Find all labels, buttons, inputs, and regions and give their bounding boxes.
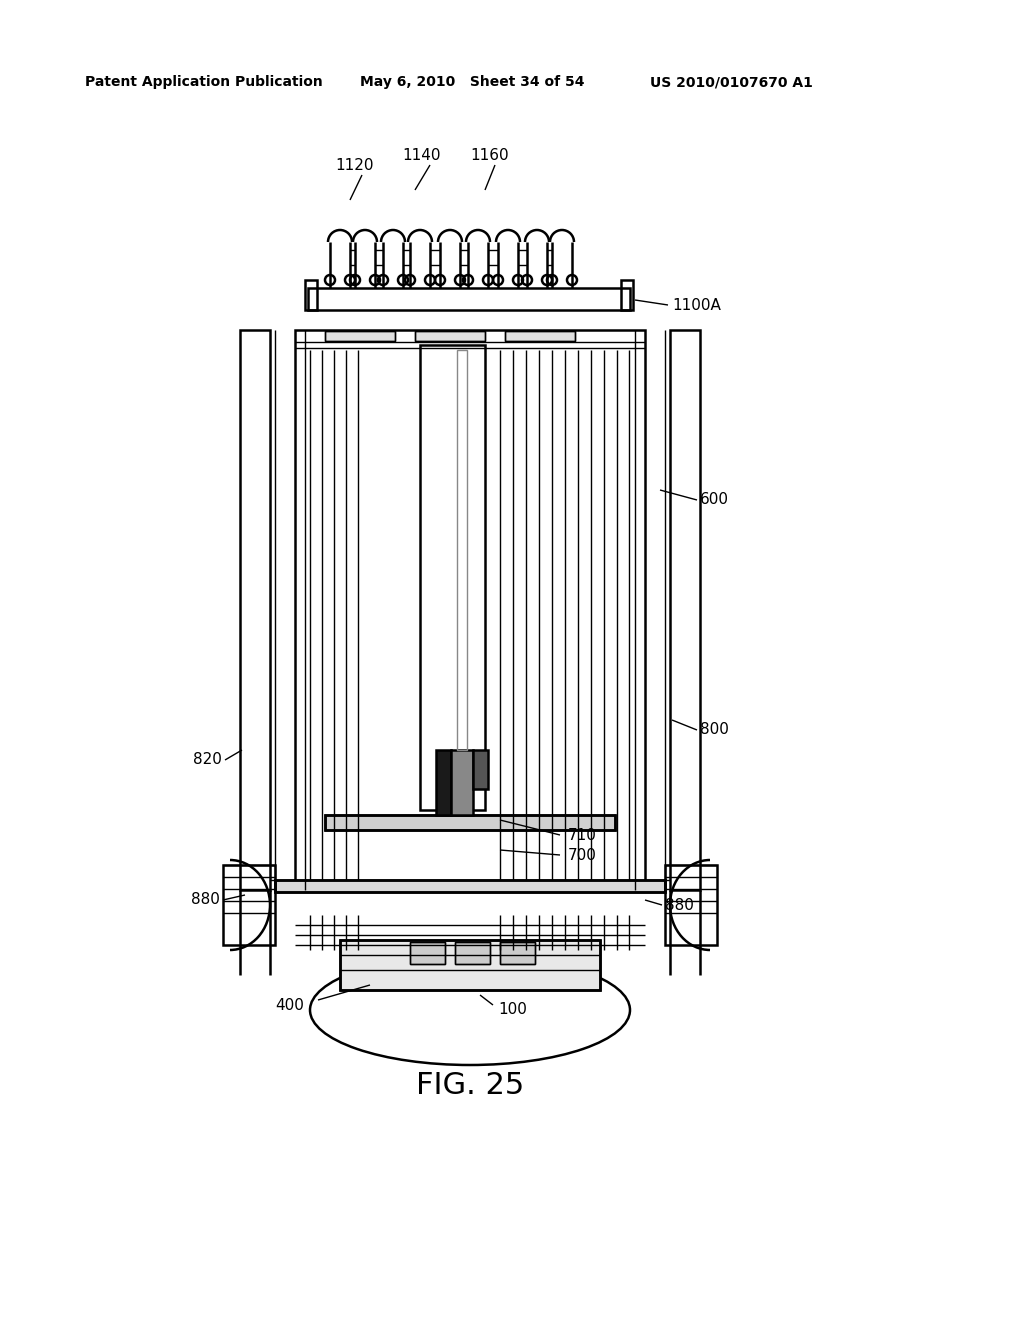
- Bar: [308, 288, 630, 310]
- Bar: [325, 814, 615, 830]
- Bar: [325, 331, 395, 341]
- Bar: [505, 331, 575, 341]
- Bar: [621, 280, 633, 310]
- Bar: [340, 940, 600, 990]
- Bar: [455, 942, 490, 964]
- Text: 1120: 1120: [336, 157, 374, 173]
- Bar: [240, 330, 270, 890]
- Text: Patent Application Publication: Patent Application Publication: [85, 75, 323, 88]
- Text: 1100A: 1100A: [672, 297, 721, 313]
- Text: 820: 820: [194, 752, 222, 767]
- Bar: [295, 330, 645, 890]
- Text: 800: 800: [700, 722, 729, 738]
- Text: May 6, 2010   Sheet 34 of 54: May 6, 2010 Sheet 34 of 54: [360, 75, 585, 88]
- Bar: [275, 880, 665, 892]
- Bar: [340, 940, 600, 990]
- Bar: [451, 750, 473, 814]
- Bar: [455, 942, 490, 964]
- Text: FIG. 25: FIG. 25: [416, 1071, 524, 1100]
- Text: US 2010/0107670 A1: US 2010/0107670 A1: [650, 75, 813, 88]
- Text: 600: 600: [700, 492, 729, 507]
- Bar: [415, 331, 485, 341]
- Text: 880: 880: [191, 892, 220, 908]
- Bar: [325, 331, 395, 341]
- Text: 400: 400: [275, 998, 304, 1012]
- Bar: [500, 942, 535, 964]
- Bar: [665, 865, 717, 945]
- Bar: [505, 331, 575, 341]
- Bar: [457, 350, 467, 750]
- Text: 1160: 1160: [471, 148, 509, 162]
- Bar: [473, 750, 488, 789]
- Bar: [500, 942, 535, 964]
- Text: 700: 700: [568, 847, 597, 862]
- Bar: [410, 942, 445, 964]
- Bar: [275, 880, 665, 892]
- Text: 710: 710: [568, 828, 597, 842]
- Text: 100: 100: [498, 1002, 527, 1018]
- Bar: [410, 942, 445, 964]
- Bar: [436, 750, 451, 814]
- Bar: [670, 330, 700, 890]
- Bar: [415, 331, 485, 341]
- Text: 1140: 1140: [402, 148, 441, 162]
- Bar: [305, 280, 317, 310]
- Bar: [325, 814, 615, 830]
- Bar: [420, 345, 485, 810]
- Text: 880: 880: [665, 898, 694, 912]
- Bar: [223, 865, 275, 945]
